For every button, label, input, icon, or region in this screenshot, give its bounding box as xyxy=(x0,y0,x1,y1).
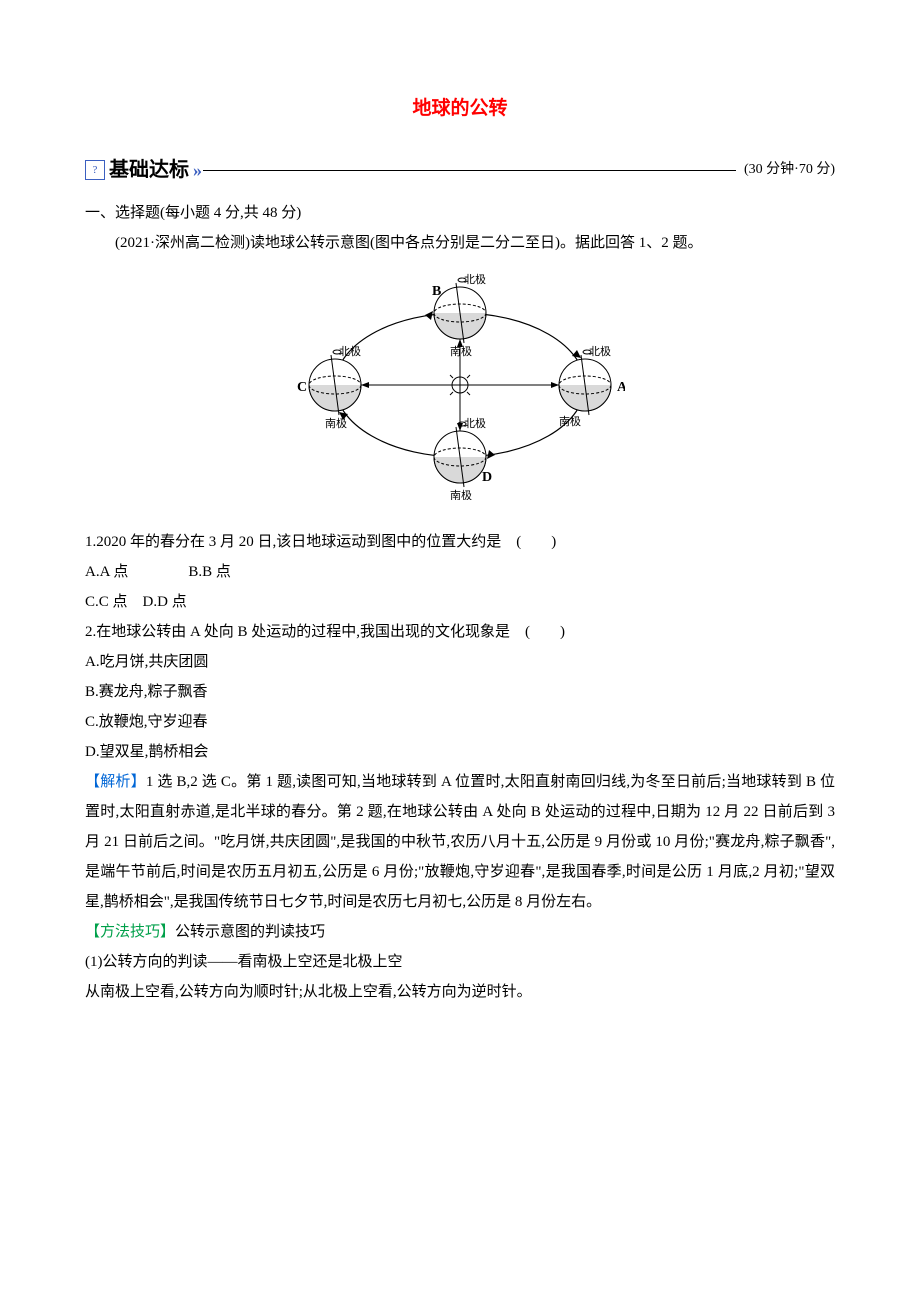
analysis-text: 1 选 B,2 选 C。第 1 题,读图可知,当地球转到 A 位置时,太阳直射南… xyxy=(85,774,835,910)
svg-text:北极: 北极 xyxy=(339,344,361,358)
question-2: 2.在地球公转由 A 处向 B 处运动的过程中,我国出现的文化现象是 ( ) xyxy=(85,617,835,647)
point-B: B xyxy=(432,284,441,299)
orbit-diagram: 北极 南极 A 北极 南极 B 北极 南极 C xyxy=(85,270,835,511)
method-label: 【方法技巧】 xyxy=(85,924,175,940)
question-mark-icon: ? xyxy=(85,160,105,180)
q1-opt-C: C.C 点 xyxy=(85,594,128,610)
method-heading: 【方法技巧】公转示意图的判读技巧 xyxy=(85,917,835,947)
q2-opt-D: D.望双星,鹊桥相会 xyxy=(85,737,835,767)
svg-text:南极: 南极 xyxy=(325,416,347,430)
q1-opt-D: D.D 点 xyxy=(143,594,187,610)
method-line-1: (1)公转方向的判读——看南极上空还是北极上空 xyxy=(85,947,835,977)
svg-text:北极: 北极 xyxy=(464,416,486,430)
header-rule xyxy=(203,170,736,171)
question-intro: (2021·深州高二检测)读地球公转示意图(图中各点分别是二分二至日)。据此回答… xyxy=(85,228,835,258)
point-D: D xyxy=(482,470,492,485)
analysis-paragraph: 【解析】1 选 B,2 选 C。第 1 题,读图可知,当地球转到 A 位置时,太… xyxy=(85,767,835,917)
q2-opt-B: B.赛龙舟,粽子飘香 xyxy=(85,677,835,707)
south-label: 南极 xyxy=(559,414,581,428)
point-A: A xyxy=(617,380,625,395)
q2-opt-A: A.吃月饼,共庆团圆 xyxy=(85,647,835,677)
header-time: (30 分钟·70 分) xyxy=(744,156,835,184)
method-title: 公转示意图的判读技巧 xyxy=(175,924,325,940)
q1-options-line1: A.A 点 B.B 点 xyxy=(85,557,835,587)
section-heading: 一、选择题(每小题 4 分,共 48 分) xyxy=(85,198,835,228)
header-label: 基础达标 xyxy=(109,150,189,190)
point-C: C xyxy=(297,380,307,395)
chevrons-icon: » xyxy=(193,152,199,188)
q1-options-line2: C.C 点 D.D 点 xyxy=(85,587,835,617)
q1-opt-B: B.B 点 xyxy=(188,564,231,580)
header-badge: ? 基础达标 » xyxy=(85,150,203,190)
north-label: 北极 xyxy=(589,344,611,358)
question-1: 1.2020 年的春分在 3 月 20 日,该日地球运动到图中的位置大约是 ( … xyxy=(85,527,835,557)
section-header: ? 基础达标 » (30 分钟·70 分) xyxy=(85,150,835,190)
q2-opt-C: C.放鞭炮,守岁迎春 xyxy=(85,707,835,737)
page-title: 地球的公转 xyxy=(85,90,835,128)
analysis-label: 【解析】 xyxy=(85,774,146,790)
svg-text:北极: 北极 xyxy=(464,272,486,286)
svg-text:南极: 南极 xyxy=(450,488,472,500)
method-line-2: 从南极上空看,公转方向为顺时针;从北极上空看,公转方向为逆时针。 xyxy=(85,977,835,1007)
q1-opt-A: A.A 点 xyxy=(85,564,128,580)
